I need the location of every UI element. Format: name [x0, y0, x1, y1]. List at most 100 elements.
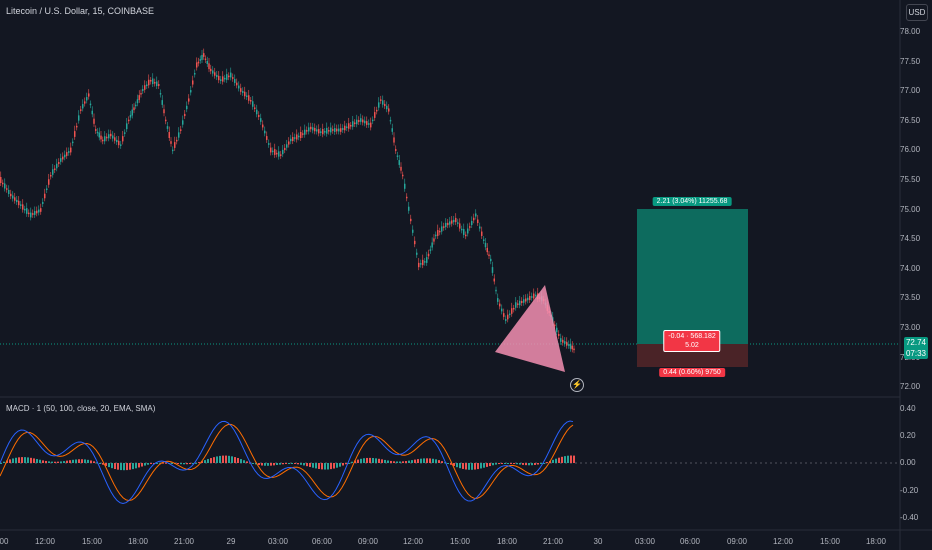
candle	[461, 228, 463, 231]
macd-histogram-bar	[180, 463, 182, 465]
symbol-title[interactable]: Litecoin / U.S. Dollar, 15, COINBASE	[6, 6, 155, 16]
macd-histogram-bar	[165, 462, 167, 464]
currency-button[interactable]: USD	[906, 4, 928, 21]
time-tick-label: 06:00	[311, 537, 333, 546]
entry-label[interactable]: -0.04 · 568.182 5.02	[663, 330, 721, 352]
candle	[320, 131, 322, 133]
target-zone	[637, 209, 748, 344]
candle	[300, 132, 302, 138]
macd-histogram-bar	[138, 463, 140, 468]
candle	[214, 72, 216, 76]
macd-histogram-bar	[9, 459, 11, 463]
candle	[418, 262, 420, 268]
candle	[509, 313, 511, 316]
macd-histogram-bar	[192, 463, 194, 464]
candle	[364, 120, 366, 124]
macd-histogram-bar	[114, 463, 116, 470]
candle	[60, 158, 62, 162]
candle	[314, 127, 316, 132]
macd-histogram-bar	[462, 463, 464, 469]
candle	[114, 137, 116, 141]
macd-histogram-bar	[252, 463, 254, 464]
candle	[78, 115, 80, 121]
candle	[529, 296, 531, 300]
stop-label[interactable]: 0.44 (0.60%) 9750	[659, 368, 725, 377]
macd-histogram-bar	[336, 463, 338, 468]
candle	[236, 82, 238, 86]
candle	[358, 120, 360, 122]
macd-histogram-bar	[219, 455, 221, 463]
macd-histogram-bar	[246, 461, 248, 463]
time-tick-label: 15:00	[449, 537, 471, 546]
macd-histogram-bar	[243, 460, 245, 463]
price-tick-label: 73.50	[900, 293, 921, 303]
candle	[148, 79, 150, 86]
candle	[84, 101, 86, 104]
candle	[108, 134, 110, 139]
candle	[475, 213, 477, 217]
candle	[32, 213, 34, 215]
candle	[451, 220, 453, 224]
macd-histogram-bar	[438, 460, 440, 463]
macd-histogram-bar	[402, 461, 404, 463]
candle	[336, 128, 338, 132]
candle	[368, 123, 370, 125]
current-price-tag: 72.74 07:33	[904, 337, 928, 359]
candle	[398, 160, 400, 165]
macd-histogram-bar	[129, 463, 131, 470]
candle	[22, 204, 24, 210]
macd-histogram-bar	[525, 463, 527, 466]
macd-histogram-bar	[279, 463, 281, 465]
candle	[344, 125, 346, 131]
candle	[201, 55, 203, 60]
candle	[176, 139, 178, 142]
macd-histogram-bar	[81, 459, 83, 463]
price-tick-label: 76.50	[900, 115, 921, 125]
candle	[513, 307, 515, 310]
macd-histogram-bar	[45, 460, 47, 463]
price-tick-label: 76.00	[900, 145, 921, 155]
macd-histogram-bar	[282, 463, 284, 465]
candle	[306, 130, 308, 132]
candle	[484, 242, 487, 248]
macd-histogram-bar	[12, 458, 14, 463]
candle	[91, 110, 93, 115]
candle	[96, 131, 99, 134]
macd-histogram-bar	[384, 459, 386, 463]
macd-histogram-bar	[309, 463, 311, 467]
entry-label-line1: -0.04 · 568.182	[668, 333, 716, 340]
candle	[126, 123, 128, 130]
candle	[34, 211, 36, 215]
candle	[352, 121, 354, 127]
macd-histogram-bar	[528, 463, 530, 466]
candle	[571, 345, 573, 350]
price-tick-label: 75.00	[900, 204, 921, 214]
candle	[28, 212, 30, 215]
target-label[interactable]: 2.21 (3.04%) 11255.68	[652, 197, 732, 206]
candle	[469, 226, 471, 228]
macd-histogram-bar	[264, 463, 266, 466]
macd-histogram-bar	[132, 463, 134, 470]
candle	[150, 80, 152, 82]
candle	[46, 188, 48, 191]
macd-histogram-bar	[339, 463, 341, 467]
candle	[159, 93, 162, 95]
candle	[124, 132, 126, 134]
macd-histogram-bar	[369, 457, 371, 463]
candle	[152, 78, 154, 85]
candle	[260, 118, 262, 122]
candle	[396, 155, 399, 158]
macd-histogram-bar	[207, 459, 209, 463]
lightning-icon[interactable]: ⚡	[570, 378, 584, 392]
macd-histogram-bar	[261, 463, 263, 466]
macd-histogram-bar	[555, 458, 557, 463]
candle	[554, 324, 556, 327]
macd-histogram-bar	[111, 463, 113, 469]
candle	[186, 105, 188, 110]
macd-histogram-bar	[66, 460, 68, 463]
macd-indicator-title[interactable]: MACD · 1 (50, 100, close, 20, EMA, SMA)	[6, 404, 156, 413]
macd-histogram-bar	[18, 457, 20, 463]
candle	[296, 134, 298, 140]
candle	[499, 303, 501, 307]
